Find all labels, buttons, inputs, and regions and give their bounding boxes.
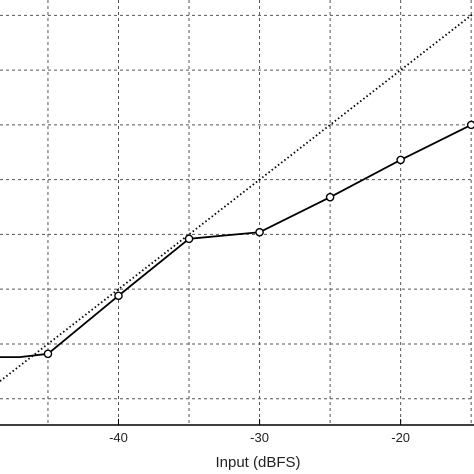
reference-line [0,12,474,382]
x-tick-label: -40 [109,430,128,445]
reference-line-layer [0,12,474,382]
data-point [184,234,194,244]
grid-lines [0,0,474,425]
series-layer [0,120,474,359]
axes-layer: -40 -30 -20 [0,419,474,445]
data-point [114,291,123,301]
x-tick-label: -30 [250,430,269,445]
data-point [43,349,53,359]
series-line [0,121,474,359]
data-point [255,227,264,237]
x-axis-label: Input (dBFS) [215,454,300,471]
data-point [466,120,474,130]
data-point [396,155,405,165]
data-point [325,192,335,202]
x-tick-label: -20 [391,430,410,445]
